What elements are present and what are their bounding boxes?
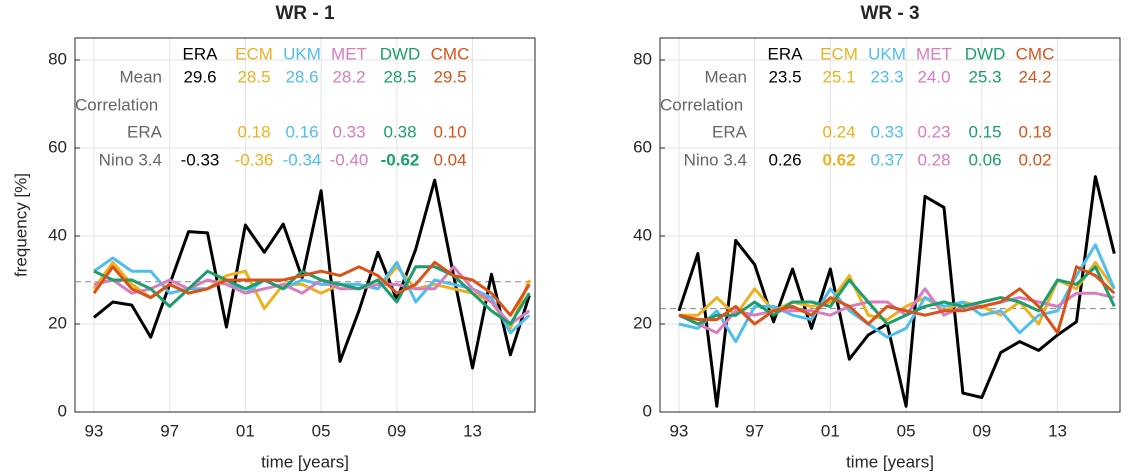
x-tick-label: 13 — [1048, 421, 1067, 440]
series-line — [678, 265, 1116, 326]
y-tick-label: 0 — [643, 401, 652, 420]
table-cell: 0.10 — [433, 122, 466, 141]
row-label: Nino 3.4 — [99, 150, 162, 169]
series-line — [678, 260, 1116, 326]
y-tick-label: 20 — [633, 313, 652, 332]
row-label: Nino 3.4 — [684, 150, 747, 169]
series-line — [92, 260, 531, 317]
x-tick-label: 97 — [160, 421, 179, 440]
plot-frame — [74, 37, 536, 413]
table-cell: 24.0 — [917, 67, 950, 86]
table-header: MET — [331, 44, 367, 63]
table-cell: 0.23 — [917, 122, 950, 141]
y-tick-label: 60 — [633, 137, 652, 156]
table-cell: 29.6 — [183, 67, 216, 86]
table-cell: 0.33 — [870, 122, 903, 141]
table-cell: 0.06 — [968, 150, 1001, 169]
y-tick-label: 60 — [48, 137, 67, 156]
y-tick-label: 80 — [48, 49, 67, 68]
table-cell: 25.3 — [968, 67, 1001, 86]
x-axis-label: time [years] — [261, 452, 349, 471]
table-header: ERA — [768, 44, 804, 63]
y-axis-label: frequency [%] — [11, 173, 30, 277]
chart-title: WR - 3 — [860, 3, 919, 24]
table-header: UKM — [868, 44, 906, 63]
table-cell: 0.16 — [285, 122, 318, 141]
plot-frame — [659, 37, 1121, 413]
table-cell: -0.62 — [381, 150, 420, 169]
table-cell: 28.5 — [383, 67, 416, 86]
table-cell: 0.18 — [237, 122, 270, 141]
table-cell: 0.28 — [917, 150, 950, 169]
y-tick-label: 0 — [58, 401, 67, 420]
table-cell: 25.1 — [822, 67, 855, 86]
table-cell: 0.24 — [822, 122, 855, 141]
table-cell: -0.36 — [235, 150, 274, 169]
series-line — [93, 256, 531, 335]
table-cell: 23.3 — [870, 67, 903, 86]
table-header: ERA — [183, 44, 219, 63]
series-line — [93, 265, 531, 326]
table-header: CMC — [431, 44, 470, 63]
table-cell: 0.02 — [1018, 150, 1051, 169]
table-cell: 0.37 — [870, 150, 903, 169]
y-tick-label: 40 — [48, 225, 67, 244]
table-cell: 0.18 — [1018, 122, 1051, 141]
row-label: Mean — [119, 67, 162, 86]
x-tick-label: 93 — [84, 421, 103, 440]
x-axis-label: time [years] — [846, 452, 934, 471]
table-cell: 0.04 — [433, 150, 466, 169]
table-header: DWD — [965, 44, 1006, 63]
x-tick-label: 93 — [669, 421, 688, 440]
table-header: CMC — [1016, 44, 1055, 63]
table-header: ECM — [820, 44, 858, 63]
row-label: ERA — [712, 122, 748, 141]
x-tick-label: 97 — [745, 421, 764, 440]
table-cell: 0.15 — [968, 122, 1001, 141]
table-cell: 29.5 — [433, 67, 466, 86]
table-cell: 0.26 — [768, 150, 801, 169]
series-line — [93, 265, 531, 326]
row-label: ERA — [127, 122, 163, 141]
series-line — [678, 265, 1116, 335]
table-cell: 0.62 — [822, 150, 855, 169]
table-header: DWD — [380, 44, 421, 63]
table-cell: 24.2 — [1018, 67, 1051, 86]
row-label: Mean — [704, 67, 747, 86]
table-cell: -0.33 — [181, 150, 220, 169]
table-header: ECM — [235, 44, 273, 63]
x-tick-label: 05 — [312, 421, 331, 440]
row-label: Correlation — [660, 95, 743, 114]
table-cell: 28.6 — [285, 67, 318, 86]
table-cell: 28.5 — [237, 67, 270, 86]
series-line — [677, 175, 1116, 408]
row-label: Correlation — [75, 95, 158, 114]
x-tick-label: 01 — [236, 421, 255, 440]
table-cell: -0.40 — [330, 150, 369, 169]
table-cell: 0.38 — [383, 122, 416, 141]
y-tick-label: 20 — [48, 313, 67, 332]
x-tick-label: 01 — [821, 421, 840, 440]
table-cell: 0.33 — [332, 122, 365, 141]
table-cell: 28.2 — [332, 67, 365, 86]
table-header: UKM — [283, 44, 321, 63]
x-tick-label: 09 — [972, 421, 991, 440]
y-tick-label: 80 — [633, 49, 652, 68]
table-header: MET — [916, 44, 952, 63]
table-cell: -0.34 — [283, 150, 322, 169]
x-tick-label: 05 — [897, 421, 916, 440]
series-line — [678, 243, 1116, 344]
chart-title: WR - 1 — [275, 3, 335, 24]
x-tick-label: 09 — [387, 421, 406, 440]
table-cell: 23.5 — [768, 67, 801, 86]
x-tick-label: 13 — [463, 421, 482, 440]
y-tick-label: 40 — [633, 225, 652, 244]
